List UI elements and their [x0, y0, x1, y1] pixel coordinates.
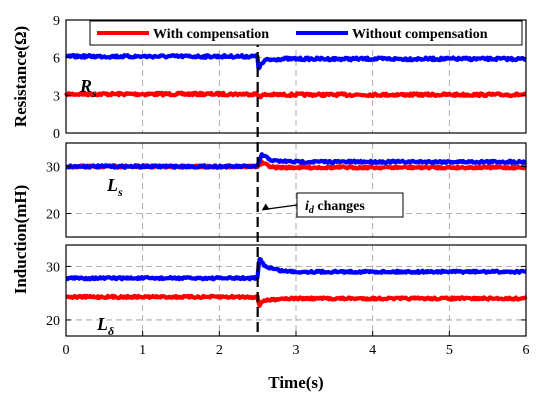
panel-0: 0 3 6 9 Rs	[53, 14, 527, 142]
xtick-label-1: 1	[139, 343, 146, 358]
ytick-label-6: 6	[53, 52, 60, 67]
ytick-label-30: 30	[46, 161, 60, 176]
annotation-arrow-head	[261, 203, 270, 211]
series-without-compensation-1	[65, 152, 528, 170]
ytick-label-20: 20	[46, 314, 60, 329]
ylabel-1: Induction(mH)	[11, 185, 30, 295]
panels: 0 3 6 9 Rs 20 30 Ls 20 30 Lδ	[46, 14, 528, 338]
ytick-label-3: 3	[53, 89, 60, 104]
ytick-label-20: 20	[46, 208, 60, 223]
annotation: id changes	[261, 192, 404, 218]
xlabel: Time(s)	[268, 373, 323, 392]
xtick-label-6: 6	[523, 343, 530, 358]
ytick-label-0: 0	[53, 127, 60, 142]
legend-label-0: With compensation	[153, 27, 269, 42]
xtick-label-2: 2	[216, 343, 223, 358]
panel-label-2: Lδ	[96, 314, 114, 338]
panel-label-1: Ls	[106, 175, 123, 199]
series-without-compensation-0	[64, 53, 527, 71]
series-with-compensation-0	[64, 90, 527, 100]
ytick-label-30: 30	[46, 260, 60, 275]
panel-frame-1	[65, 142, 527, 238]
annotation-box	[296, 192, 404, 218]
annotation-arrow-line	[263, 204, 298, 211]
series-with-compensation-2	[65, 293, 528, 308]
xtick-label-0: 0	[63, 343, 70, 358]
annotation-text: id changes	[305, 199, 365, 216]
panel-frame-0	[65, 19, 527, 134]
panel-1: 20 30 Ls	[46, 142, 528, 238]
legend: With compensation Without compensation	[89, 20, 523, 46]
x-axis: 0 1 2 3 4 5 6 Time(s)	[63, 331, 530, 392]
panel-2: 20 30 Lδ	[46, 244, 528, 338]
y-axis-labels: Resistance(Ω) Induction(mH)	[11, 26, 30, 295]
xtick-label-4: 4	[369, 343, 376, 358]
legend-label-1: Without compensation	[352, 27, 488, 42]
panel-label-0: Rs	[79, 76, 97, 100]
xtick-label-3: 3	[293, 343, 300, 358]
ytick-label-9: 9	[53, 14, 60, 29]
ylabel-0: Resistance(Ω)	[11, 26, 30, 127]
series-without-compensation-2	[65, 257, 527, 282]
xtick-label-5: 5	[446, 343, 453, 358]
